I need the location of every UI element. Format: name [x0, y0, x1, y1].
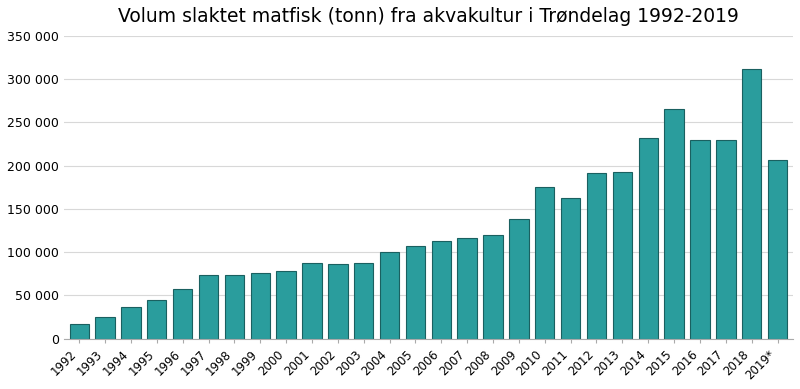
Bar — [586, 173, 606, 338]
Bar — [561, 198, 580, 338]
Bar — [716, 140, 735, 338]
Bar — [302, 263, 322, 338]
Bar — [742, 69, 762, 338]
Bar — [483, 235, 502, 338]
Bar — [535, 187, 554, 338]
Bar — [95, 317, 114, 338]
Bar — [380, 252, 399, 338]
Bar — [328, 264, 347, 338]
Bar — [277, 271, 296, 338]
Bar — [122, 307, 141, 338]
Bar — [70, 324, 89, 338]
Bar — [250, 273, 270, 338]
Bar — [768, 159, 787, 338]
Bar — [638, 138, 658, 338]
Bar — [173, 289, 192, 338]
Title: Volum slaktet matfisk (tonn) fra akvakultur i Trøndelag 1992-2019: Volum slaktet matfisk (tonn) fra akvakul… — [118, 7, 739, 26]
Bar — [432, 241, 451, 338]
Bar — [225, 275, 244, 338]
Bar — [199, 275, 218, 338]
Bar — [147, 300, 166, 338]
Bar — [664, 109, 684, 338]
Bar — [406, 246, 425, 338]
Bar — [509, 219, 529, 338]
Bar — [690, 140, 710, 338]
Bar — [354, 263, 374, 338]
Bar — [613, 172, 632, 338]
Bar — [458, 238, 477, 338]
